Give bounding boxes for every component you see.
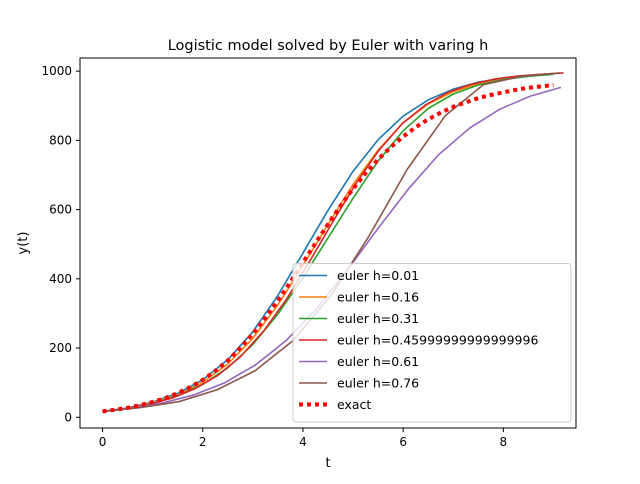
y-tick-label-0: 0 (64, 410, 72, 424)
x-tick-label-2: 4 (299, 435, 307, 449)
legend-label-0: euler h=0.01 (337, 268, 419, 283)
series-line-6 (102, 83, 554, 414)
legend: euler h=0.01 euler h=0.16 euler h=0.31 eule… (292, 263, 572, 423)
x-tick-label-0: 0 (99, 435, 107, 449)
legend-label-3: euler h=0.45999999999999996 (337, 333, 538, 348)
y-tick-label-3: 600 (49, 203, 72, 217)
legend-label-5: euler h=0.76 (337, 376, 419, 391)
x-tick-label-4: 8 (500, 435, 508, 449)
y-tick-label-2: 400 (49, 272, 72, 286)
plot-frame (79, 57, 577, 429)
y-tick-label-4: 800 (49, 133, 72, 147)
series-line-3 (102, 72, 564, 413)
x-tick-label-1: 2 (199, 435, 207, 449)
y-axis-label: y(t) (16, 232, 31, 255)
y-tick-label-1: 200 (49, 341, 72, 355)
x-tick-label-3: 6 (399, 435, 407, 449)
legend-label-1: euler h=0.16 (337, 290, 419, 305)
x-axis-ticks: 0 2 4 6 8 (99, 428, 507, 449)
y-axis-ticks: 0 200 400 600 800 1000 (41, 64, 80, 424)
x-axis-label: t (325, 456, 330, 471)
legend-label-6: exact (337, 397, 371, 412)
legend-box (292, 263, 572, 423)
legend-label-2: euler h=0.31 (337, 311, 419, 326)
y-tick-label-5: 1000 (41, 64, 72, 78)
legend-label-4: euler h=0.61 (337, 354, 419, 369)
chart-title: Logistic model solved by Euler with vari… (168, 38, 489, 54)
